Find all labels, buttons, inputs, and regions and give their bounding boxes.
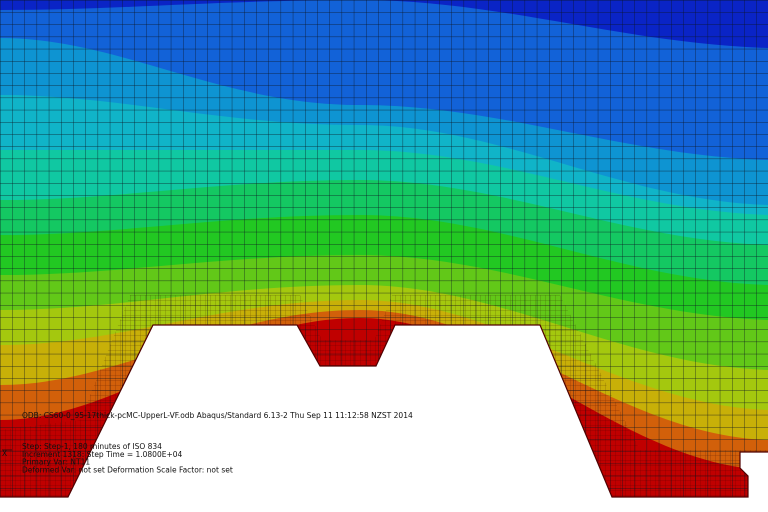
info-line: Increment 1318: Step Time = 1.0800E+04 [22, 450, 183, 459]
info-line: Deformed Var: not set Deformation Scale … [22, 465, 233, 474]
domain-edge [0, 324, 768, 498]
info-line: Step: Step-1, 180 minutes of ISO 834 [22, 442, 162, 451]
step-info: Step: Step-1, 180 minutes of ISO 834Incr… [22, 442, 233, 474]
odb-info: ODB: CS60-0_95-17thick-pcMC-UpperL-VF.od… [22, 411, 413, 420]
info-line: Primary Var: NT11 [22, 458, 90, 467]
triad-label: X [2, 449, 7, 458]
